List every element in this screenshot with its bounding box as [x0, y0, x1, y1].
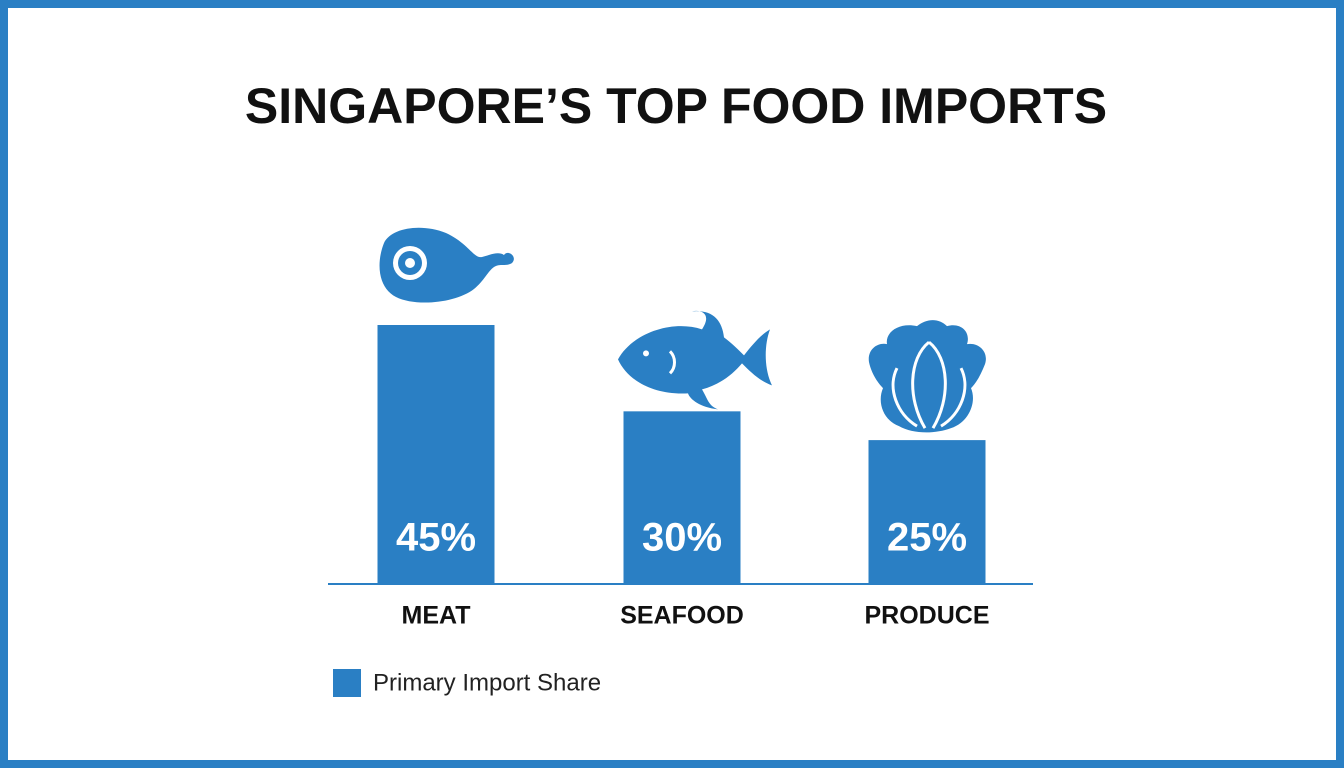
legend-label: Primary Import Share — [373, 669, 601, 696]
bar — [377, 325, 495, 584]
value-label: 45% — [396, 516, 476, 560]
x-tick-label: MEAT — [402, 602, 471, 630]
bar — [623, 411, 741, 584]
value-label: 25% — [887, 516, 967, 560]
bar — [868, 440, 986, 584]
value-label: 30% — [642, 516, 722, 560]
legend-swatch — [333, 669, 361, 697]
chart-title: SINGAPORE’S TOP FOOD IMPORTS — [245, 78, 1107, 134]
x-tick-label: PRODUCE — [864, 602, 989, 630]
x-tick-label: SEAFOOD — [620, 602, 744, 630]
